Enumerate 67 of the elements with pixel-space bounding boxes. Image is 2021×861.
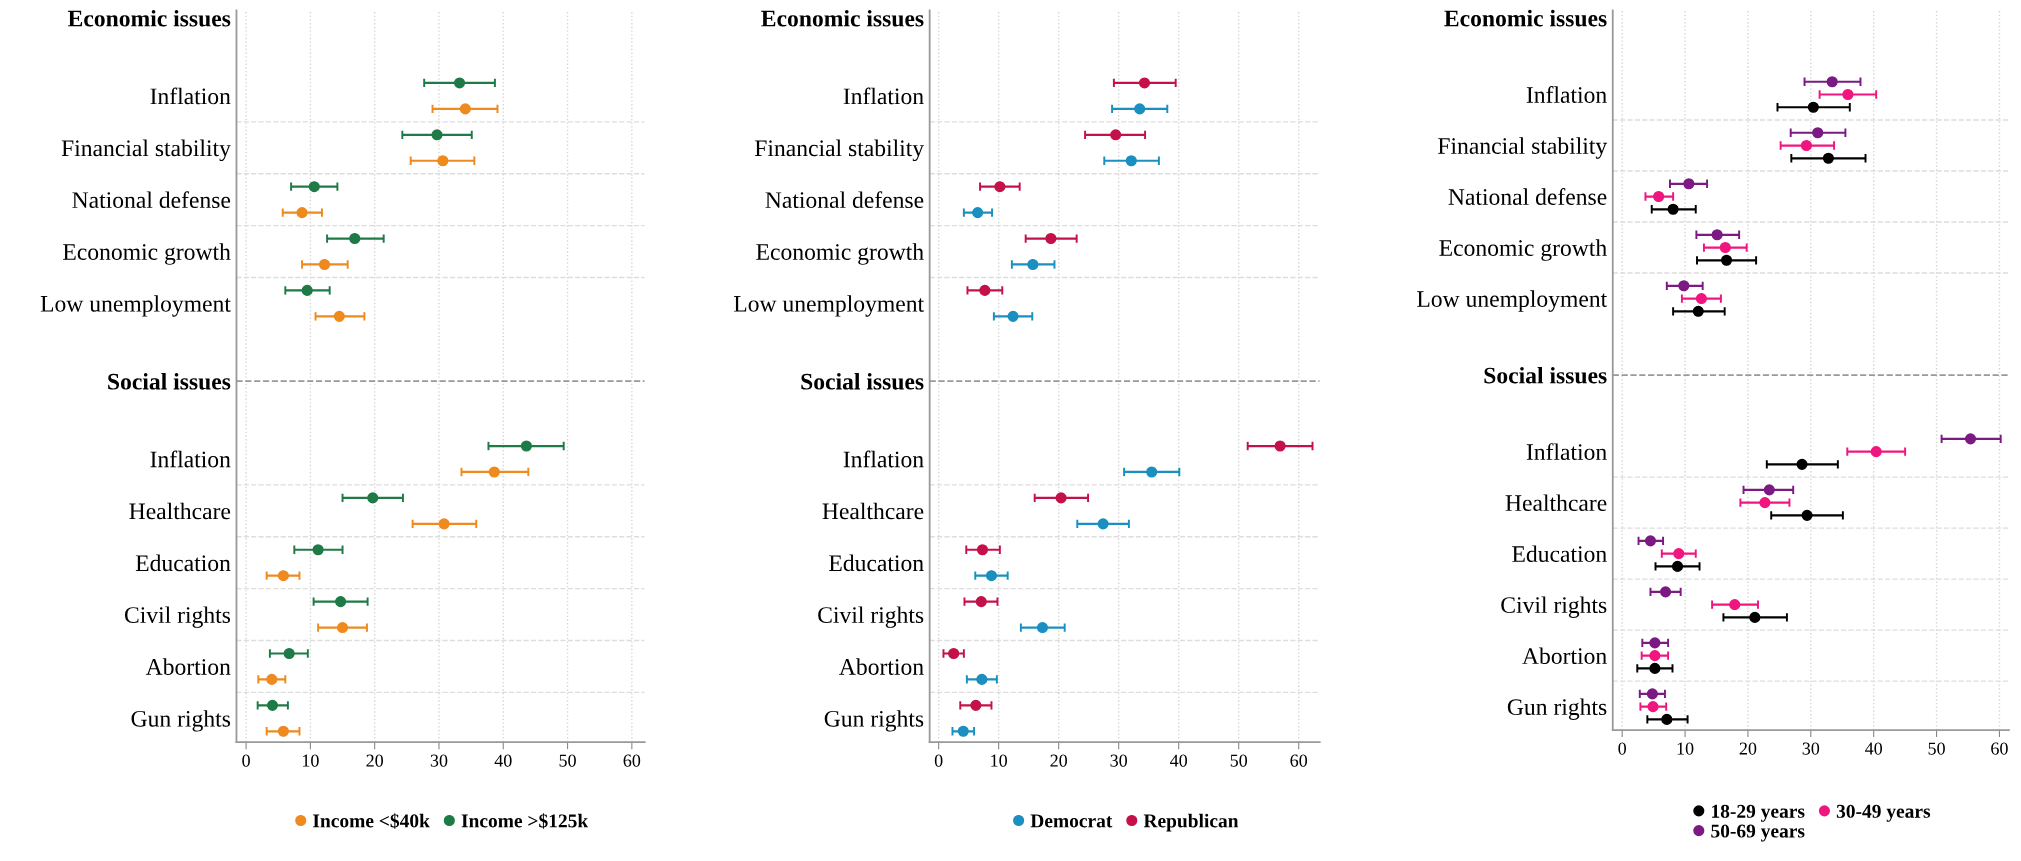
legend-label: Income >$125k	[461, 813, 589, 829]
y-tick-label: Abortion	[1522, 647, 1607, 665]
y-tick-label: Low unemployment	[40, 295, 231, 317]
y-tick-label: Inflation	[1526, 86, 1607, 103]
y-tick-label: Gun rights	[824, 710, 924, 732]
y-tick-label: Low unemployment	[1417, 290, 1608, 312]
y-tick-label: Economic issues	[761, 9, 924, 27]
y-tick-label: Gun rights	[1507, 698, 1607, 720]
y-tick-label: National defense	[72, 191, 231, 209]
y-tick-label: Gun rights	[131, 710, 231, 732]
x-tick-label: 20	[1739, 742, 1757, 755]
legend-label: Republican	[1143, 813, 1239, 832]
x-tick-label: 30	[430, 754, 448, 767]
legend-label: 50-69 years	[1711, 824, 1805, 842]
y-tick-label: Economic growth	[756, 243, 924, 265]
legend-label: 18-29 years	[1712, 804, 1805, 822]
x-tick-label: 60	[1290, 754, 1308, 767]
legend-label: 30-49 years	[1836, 804, 1931, 822]
y-tick-label: Civil rights	[818, 606, 924, 628]
y-tick-label: Abortion	[839, 658, 924, 675]
y-tick-label: Civil rights	[124, 606, 231, 628]
y-tick-label: National defense	[1448, 188, 1607, 205]
y-tick-label: Economic growth	[1439, 239, 1607, 261]
y-tick-label: Financial stability	[1438, 137, 1608, 159]
y-tick-label: Financial stability	[61, 139, 231, 162]
y-tick-label: Civil rights	[1501, 596, 1607, 618]
x-tick-label: 10	[302, 754, 319, 767]
x-tick-label: 0	[242, 754, 250, 767]
x-tick-label: 60	[1991, 742, 2008, 755]
y-tick-label: National defense	[765, 191, 924, 209]
y-tick-label: Education	[829, 554, 924, 572]
x-tick-label: 20	[1050, 754, 1068, 767]
y-tick-label: Inflation	[843, 450, 924, 468]
x-tick-label: 30	[1110, 754, 1128, 767]
y-tick-label: Healthcare	[822, 502, 924, 520]
x-tick-label: 0	[1618, 742, 1627, 755]
y-tick-label: Inflation	[150, 87, 231, 105]
x-tick-label: 60	[623, 754, 641, 767]
y-tick-label: Healthcare	[129, 502, 231, 520]
y-tick-label: Social issues	[108, 372, 231, 390]
y-tick-label: Education	[135, 554, 231, 572]
x-tick-label: 40	[1170, 754, 1188, 767]
legend-label: Democrat	[1030, 814, 1113, 828]
x-tick-label: 0	[934, 754, 943, 767]
x-tick-label: 10	[991, 754, 1008, 767]
y-tick-label: Economic issues	[67, 9, 231, 27]
y-tick-label: Inflation	[1526, 443, 1607, 461]
y-tick-label: Abortion	[145, 658, 231, 675]
y-tick-label: Economic growth	[63, 243, 231, 265]
y-tick-label: Education	[1512, 545, 1607, 563]
x-tick-label: 50	[1928, 742, 1945, 755]
y-tick-label: Financial stability	[754, 139, 925, 162]
legend-label: Income <$40k	[313, 813, 430, 829]
y-tick-label: Social issues	[801, 372, 924, 390]
x-tick-label: 10	[1677, 742, 1694, 755]
y-tick-label: Inflation	[843, 87, 924, 105]
x-tick-label: 50	[1230, 754, 1248, 767]
y-tick-label: Inflation	[150, 450, 231, 468]
y-tick-label: Healthcare	[1505, 494, 1607, 512]
x-tick-label: 40	[494, 754, 512, 767]
y-tick-label: Economic issues	[1444, 9, 1607, 27]
x-tick-label: 50	[559, 754, 576, 767]
y-tick-label: Low unemployment	[733, 295, 924, 317]
x-tick-label: 30	[1802, 742, 1820, 755]
y-tick-label: Social issues	[1484, 366, 1607, 384]
x-tick-label: 20	[366, 754, 384, 767]
x-tick-label: 40	[1865, 742, 1883, 755]
